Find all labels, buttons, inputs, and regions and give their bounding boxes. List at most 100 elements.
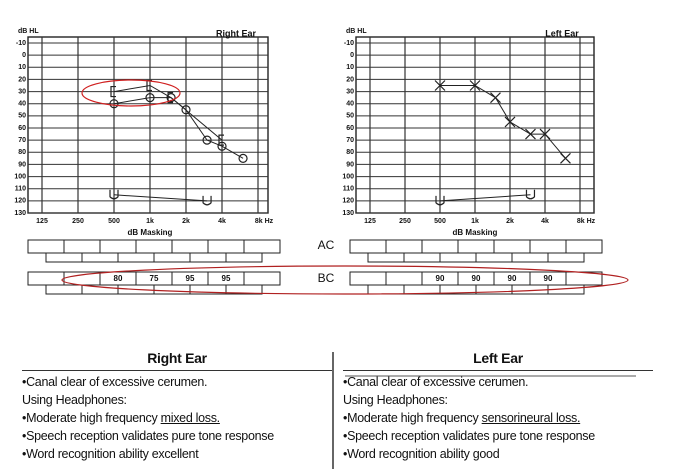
x-tick-label: 500 [434, 218, 446, 225]
masking-value: 90 [544, 274, 553, 283]
y-tick-label: 80 [346, 149, 354, 156]
y-tick-label: 80 [18, 149, 26, 156]
masking-cell [547, 252, 585, 263]
ac-point [217, 141, 227, 151]
ac-point [109, 99, 119, 109]
ac-point [238, 153, 248, 163]
masking-cell [153, 284, 191, 295]
masking-cell [511, 252, 549, 263]
y-tick-label: -10 [344, 40, 354, 47]
y-tick-label: 130 [14, 210, 26, 217]
masking-cell [171, 239, 209, 254]
x-tick-label: 1k [471, 218, 479, 225]
masking-cell [27, 239, 65, 254]
masking-cell [457, 239, 495, 254]
y-tick-label: 90 [346, 161, 354, 168]
masking-cell [349, 239, 387, 254]
x-tick-label: 250 [399, 218, 411, 225]
ac-point [560, 152, 571, 164]
note-emphasis: mixed loss. [160, 411, 221, 425]
masking-value: 90 [436, 274, 445, 283]
y-tick-label: 70 [18, 137, 26, 144]
ac-point [539, 128, 551, 140]
masking-cell [45, 252, 83, 263]
masking-cell [403, 252, 441, 263]
ac-label: AC [318, 238, 335, 252]
ac-point [166, 93, 176, 103]
x-tick-label: 4k [218, 218, 226, 225]
masking-cell [403, 284, 441, 295]
y-tick-label: 120 [14, 198, 26, 205]
x-tick-label: 8k Hz [577, 218, 596, 225]
x-tick-label: 4k [541, 218, 549, 225]
y-tick-label: 100 [342, 173, 354, 180]
left-notes: Left Ear •Canal clear of excessive cerume… [343, 350, 653, 463]
y-tick-label: 70 [346, 137, 354, 144]
y-tick-label: 30 [346, 88, 354, 95]
x-tick-label: 2k [182, 218, 190, 225]
ac-point [504, 116, 516, 128]
x-axis-label: dB Masking [453, 228, 498, 237]
x-tick-label: 250 [72, 218, 84, 225]
x-tick-label: 500 [108, 218, 120, 225]
right-notes: Right Ear •Canal clear of excessive cerum… [22, 350, 332, 463]
x-axis-label: dB Masking [128, 228, 173, 237]
masking-value: 90 [508, 274, 517, 283]
chart-title: Right Ear [216, 28, 257, 38]
y-tick-label: 100 [14, 173, 26, 180]
x-tick-label: 2k [506, 218, 514, 225]
ac-point [181, 105, 191, 115]
notes-heading: Right Ear [22, 350, 332, 371]
masking-value: 90 [472, 274, 481, 283]
note-line: •Moderate high frequency sensorineural l… [343, 409, 653, 427]
masking-cell [27, 271, 65, 286]
masking-cell [225, 284, 263, 295]
masking-cell [45, 284, 83, 295]
bc-point [167, 92, 174, 104]
masking-cell [243, 271, 281, 286]
y-tick-label: 50 [18, 113, 26, 120]
y-tick-label: 20 [346, 76, 354, 83]
ac-point [202, 135, 212, 145]
speech-point [202, 195, 212, 206]
x-tick-label: 125 [36, 218, 48, 225]
y-tick-label: 50 [346, 113, 354, 120]
masking-value: 75 [150, 274, 159, 283]
y-tick-label: 90 [18, 161, 26, 168]
x-tick-label: 125 [364, 218, 376, 225]
masking-cell [529, 239, 567, 254]
note-text: •Moderate high frequency [22, 411, 161, 425]
x-tick-label: 1k [146, 218, 154, 225]
note-line: •Moderate high frequency mixed loss. [22, 409, 332, 427]
speech-point [109, 189, 119, 200]
y-tick-label: 60 [18, 125, 26, 132]
y-tick-label: 120 [342, 198, 354, 205]
note-line: Using Headphones: [22, 393, 127, 407]
masking-cell [207, 239, 245, 254]
y-tick-label: 10 [346, 64, 354, 71]
x-tick-label: 8k Hz [255, 218, 274, 225]
masking-cell [421, 239, 459, 254]
masking-cell [99, 239, 137, 254]
speech-point [435, 195, 445, 206]
masking-cell [153, 252, 191, 263]
note-line: •Canal clear of excessive cerumen. [22, 375, 208, 389]
masking-cell [135, 239, 173, 254]
series-line [439, 194, 531, 202]
masking-cell [367, 252, 405, 263]
ac-point [434, 80, 446, 91]
series-line [113, 194, 208, 202]
plot-frame [27, 36, 269, 214]
masking-cell [493, 239, 531, 254]
masking-cell [475, 252, 513, 263]
masking-cell [439, 252, 477, 263]
y-tick-label: 30 [18, 88, 26, 95]
y-tick-label: 40 [18, 101, 26, 108]
ac-point [525, 128, 536, 140]
masking-cell [385, 271, 423, 286]
masking-cell [243, 239, 281, 254]
note-line: •Word recognition ability excellent [22, 447, 199, 461]
masking-value: 80 [114, 274, 123, 283]
note-line: •Speech reception validates pure tone re… [22, 429, 274, 443]
